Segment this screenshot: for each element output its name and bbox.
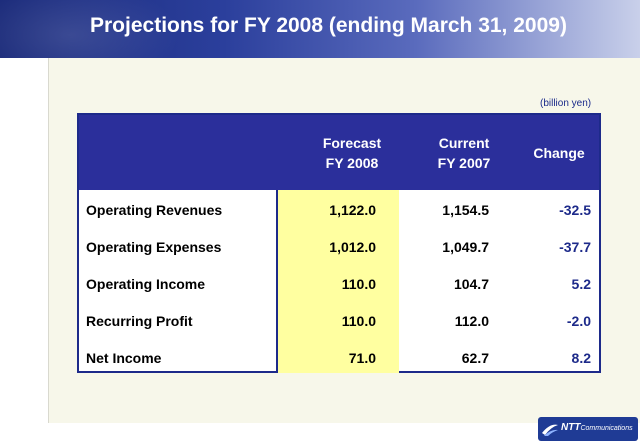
current-value: 112.0 — [454, 313, 489, 329]
row-label: Operating Revenues — [86, 202, 223, 218]
current-value: 1,049.7 — [442, 239, 489, 255]
table-row: Operating Revenues 1,122.0 1,154.5 -32.5 — [79, 192, 599, 229]
logo-suffix: Communications — [580, 425, 633, 432]
row-label: Operating Expenses — [86, 239, 222, 255]
header-forecast-line1: Forecast — [322, 135, 382, 151]
change-value: 5.2 — [571, 276, 591, 292]
row-label: Net Income — [86, 350, 162, 366]
forecast-value: 1,012.0 — [329, 239, 376, 255]
label-column-divider — [276, 190, 278, 373]
header-current: Current FY 2007 — [419, 133, 509, 173]
table-row: Operating Expenses 1,012.0 1,049.7 -37.7 — [79, 229, 599, 266]
current-value: 62.7 — [461, 350, 489, 366]
forecast-value: 110.0 — [341, 313, 376, 329]
ntt-communications-logo: NTTCommunications — [538, 417, 638, 441]
current-value: 104.7 — [453, 276, 489, 292]
logo-brand: NTT — [561, 422, 581, 433]
forecast-highlight-column — [278, 190, 399, 373]
forecast-value: 71.0 — [348, 350, 376, 366]
header-forecast: Forecast FY 2008 — [297, 133, 407, 173]
row-label: Recurring Profit — [86, 313, 193, 329]
change-value: 8.2 — [571, 350, 591, 366]
table-row: Operating Income 110.0 104.7 5.2 — [79, 266, 599, 303]
logo-text: NTTCommunications — [561, 422, 633, 433]
slide-title: Projections for FY 2008 (ending March 31… — [90, 14, 567, 37]
change-value: -37.7 — [559, 239, 591, 255]
header-change: Change — [533, 145, 585, 161]
footer — [0, 423, 640, 443]
change-value: -2.0 — [566, 313, 591, 329]
header-current-line1: Current — [438, 135, 490, 151]
forecast-value: 110.0 — [341, 276, 376, 292]
header-current-line2: FY 2007 — [437, 155, 491, 171]
projections-table: Forecast FY 2008 Current FY 2007 Change … — [77, 113, 601, 373]
logo-swoosh-icon — [542, 424, 558, 436]
table-row: Recurring Profit 110.0 112.0 -2.0 — [79, 303, 599, 340]
row-label: Operating Income — [86, 276, 206, 292]
table-row: Net Income 71.0 62.7 8.2 — [79, 340, 599, 377]
forecast-value: 1,122.0 — [329, 202, 376, 218]
units-label: (billion yen) — [540, 98, 592, 109]
change-value: -32.5 — [559, 202, 591, 218]
header-forecast-line2: FY 2008 — [325, 155, 379, 171]
table-header: Forecast FY 2008 Current FY 2007 Change — [79, 115, 599, 190]
current-value: 1,154.5 — [442, 202, 489, 218]
title-bar: Projections for FY 2008 (ending March 31… — [0, 0, 640, 58]
left-margin-strip — [0, 58, 49, 423]
